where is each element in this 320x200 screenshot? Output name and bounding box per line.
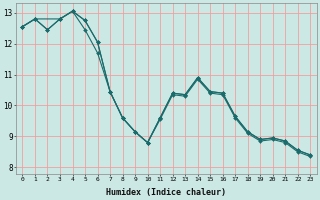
X-axis label: Humidex (Indice chaleur): Humidex (Indice chaleur) (106, 188, 226, 197)
